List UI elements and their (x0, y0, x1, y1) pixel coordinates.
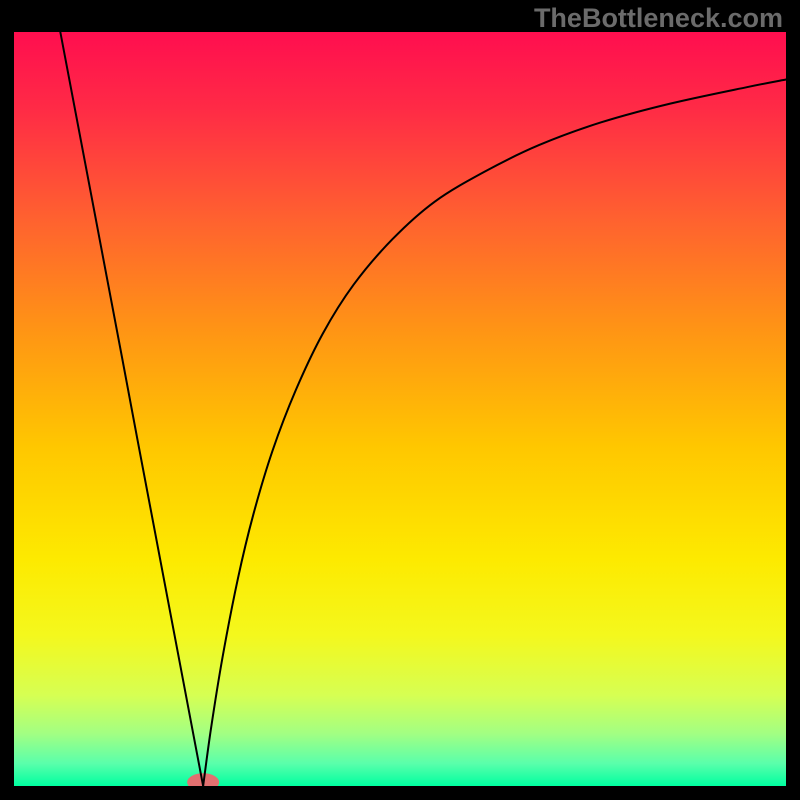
border-right (786, 0, 800, 800)
border-bottom (0, 786, 800, 800)
gradient-background (14, 32, 786, 786)
border-left (0, 0, 14, 800)
chart-frame: TheBottleneck.com (0, 0, 800, 800)
chart-canvas (0, 0, 800, 800)
watermark-text: TheBottleneck.com (534, 3, 783, 34)
